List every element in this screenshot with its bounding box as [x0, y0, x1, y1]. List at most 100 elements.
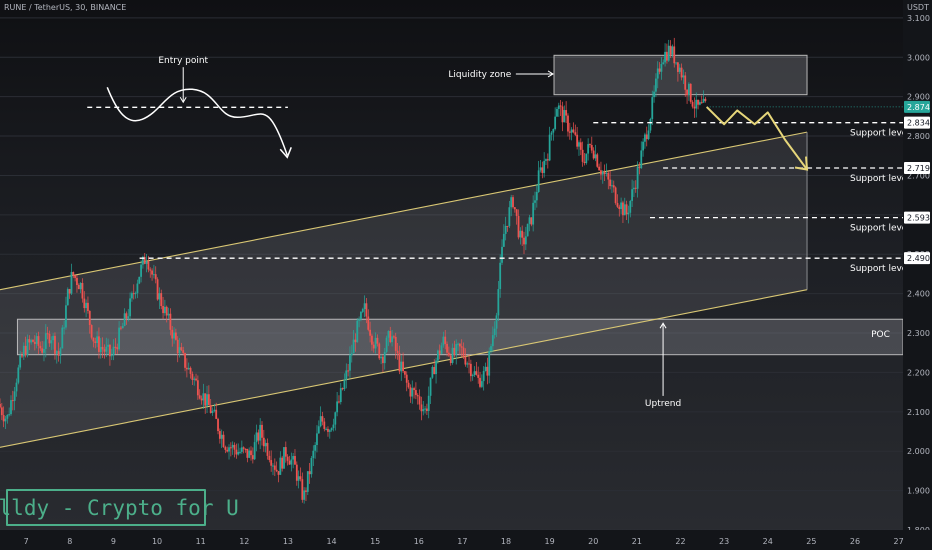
candle-body [622, 202, 624, 216]
candle-body [495, 315, 498, 329]
candle-body [195, 378, 197, 381]
candle-body [72, 272, 75, 276]
candle-body [589, 144, 591, 146]
candle-body [382, 356, 384, 364]
price-axis[interactable]: 1.8001.9002.0002.1002.2002.3002.4002.500… [903, 0, 932, 550]
candle-body [563, 110, 566, 123]
candle-body [675, 62, 677, 64]
candle-body [504, 225, 507, 234]
candle-body [405, 374, 408, 383]
symbol-title: RUNE / TetherUS, 30, BINANCE [4, 3, 127, 12]
candle-body [427, 395, 430, 412]
price-tick-label: 2.000 [907, 447, 930, 456]
candle-body [697, 99, 699, 105]
candle-body [493, 328, 496, 336]
candle-body [477, 374, 480, 378]
candle-body [229, 447, 232, 449]
candle-body [546, 159, 549, 161]
candle-body [523, 237, 525, 245]
candle-body [629, 200, 632, 213]
candle-body [369, 329, 371, 336]
candle-body [173, 332, 175, 339]
candle-body [262, 437, 265, 447]
candle-body [349, 355, 351, 371]
candle-body [578, 142, 580, 147]
candle-body [394, 336, 397, 351]
candle-body [143, 256, 146, 264]
candle-body [273, 465, 276, 470]
candle-body [10, 400, 12, 415]
candle-body [433, 367, 436, 375]
candle-body [482, 370, 485, 382]
level-price-tag-label: 2.490 [907, 254, 930, 263]
support-level-label: Support level [850, 264, 910, 274]
price-tick-label: 2.300 [907, 329, 930, 338]
candle-body [233, 444, 236, 450]
candle-body [211, 410, 214, 413]
candle-body [0, 407, 3, 416]
candle-body [704, 98, 707, 101]
candle-body [30, 339, 33, 343]
candle-body [360, 311, 362, 320]
candle-body [286, 456, 289, 461]
candle-body [689, 83, 692, 102]
candle-body [633, 187, 635, 190]
candle-body [98, 336, 100, 352]
candle-body [592, 150, 595, 159]
candle-body [94, 341, 97, 344]
candle-body [336, 401, 339, 413]
candle-body [404, 371, 406, 375]
candle-body [312, 450, 315, 459]
candle-body [266, 442, 269, 456]
candle-body [160, 293, 163, 307]
candle-body [524, 236, 527, 245]
time-tick-label: 11 [196, 537, 206, 546]
candle-body [43, 348, 45, 353]
candle-body [110, 355, 113, 357]
candle-body [409, 387, 412, 397]
time-axis[interactable]: 7 8 9 10 11 12 13 14 15 16 17 18 19 20 21 22 23 24 25 26 27 [0, 530, 932, 550]
candle-body [308, 471, 311, 475]
candle-body [301, 479, 304, 500]
candle-body [151, 270, 153, 275]
candle-body [387, 331, 390, 338]
candle-body [614, 187, 617, 203]
candle-body [677, 62, 679, 72]
candle-body [660, 64, 663, 72]
candle-body [2, 415, 5, 422]
candle-body [319, 416, 322, 427]
candle-body [436, 350, 439, 361]
candle-body [15, 382, 18, 392]
candle-body [231, 444, 234, 448]
candle-body [391, 336, 393, 343]
candle-body [491, 335, 494, 347]
support-level-label: Support level [850, 129, 910, 139]
candle-body [17, 367, 20, 383]
candle-body [651, 97, 654, 119]
price-tick-label: 2.200 [907, 368, 930, 377]
price-tick-label: 2.400 [907, 290, 930, 299]
support-levels: Support level Support level Support level S… [139, 106, 910, 274]
candle-body [435, 360, 437, 375]
price-tick-label: 2.900 [907, 93, 930, 102]
time-tick-label: 23 [719, 537, 729, 546]
candle-body [378, 343, 381, 359]
time-axis-background [0, 530, 932, 550]
candle-body [361, 309, 364, 312]
candle-body [447, 352, 450, 356]
candle-body [268, 455, 271, 461]
candle-body [365, 303, 368, 317]
candle-body [488, 351, 491, 376]
channel-upper-line [0, 131, 808, 291]
uptrend-channel [0, 131, 808, 448]
entry-point-arrowhead [279, 147, 292, 159]
candle-body [79, 282, 82, 290]
candle-body [508, 207, 511, 227]
candle-body [70, 272, 73, 294]
candle-body [28, 339, 31, 343]
candle-body [317, 426, 320, 434]
candle-body [65, 305, 67, 328]
candle-body [693, 106, 696, 109]
candle-body [407, 382, 410, 388]
